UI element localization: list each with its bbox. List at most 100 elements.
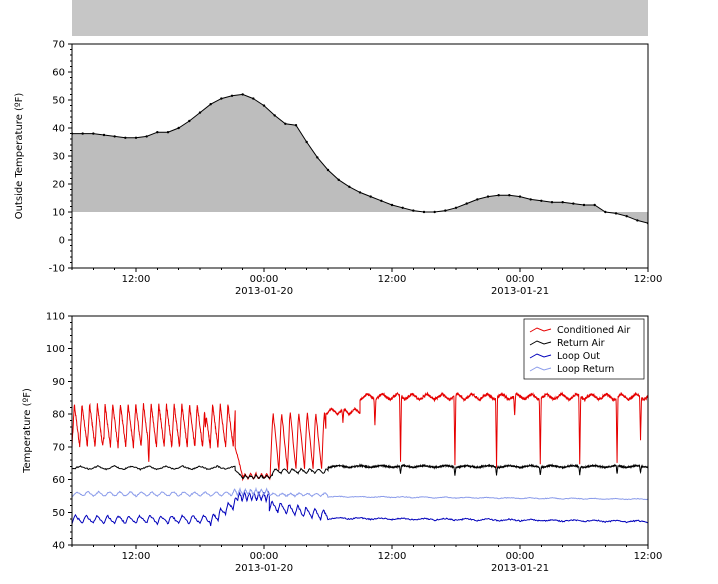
data-point-marker — [188, 119, 191, 123]
legend-swatch-return-air — [529, 340, 552, 346]
data-point-marker — [582, 203, 586, 207]
series-conditioned-air — [72, 391, 648, 482]
data-point-marker — [316, 156, 319, 159]
y-tick-label: 90 — [52, 377, 65, 388]
data-point-marker — [241, 93, 244, 96]
data-point-marker — [625, 215, 628, 218]
data-point-marker — [465, 202, 468, 205]
data-point-marker — [401, 206, 404, 209]
y-tick-label: 40 — [52, 124, 65, 135]
data-point-marker — [486, 195, 490, 198]
data-point-marker — [177, 126, 180, 130]
x-tick-label: 12:00 — [378, 551, 407, 562]
data-point-marker — [230, 94, 234, 98]
data-point-marker — [529, 198, 532, 201]
x-date-label: 2013-01-20 — [235, 563, 293, 574]
data-point-marker — [284, 122, 287, 126]
y-tick-label: 0 — [59, 236, 65, 247]
series-loop-out — [72, 490, 648, 527]
data-point-marker — [476, 198, 479, 201]
data-point-marker — [198, 111, 202, 114]
data-point-marker — [102, 133, 106, 137]
data-point-marker — [262, 104, 266, 107]
x-tick-label: 12:00 — [122, 274, 151, 285]
data-point-marker — [508, 194, 511, 197]
x-date-label: 2013-01-21 — [491, 286, 549, 297]
outside-temperature-ylabel: Outside Temperature (ºF) — [14, 93, 25, 220]
data-point-marker — [497, 194, 500, 197]
series-loop-return — [72, 486, 648, 501]
y-tick-label: 60 — [52, 475, 65, 486]
data-point-marker — [134, 136, 138, 139]
x-tick-label: 12:00 — [122, 551, 151, 562]
data-point-marker — [561, 201, 564, 204]
data-point-marker — [273, 114, 276, 117]
data-point-marker — [92, 132, 95, 135]
data-point-marker — [593, 203, 596, 207]
legend-swatch-loop-out — [529, 353, 552, 359]
x-tick-label: 12:00 — [378, 274, 407, 285]
data-point-marker — [252, 97, 255, 100]
x-tick-label: 00:00 — [250, 551, 279, 562]
data-point-marker — [422, 210, 426, 214]
y-tick-label: 60 — [52, 68, 65, 79]
loop-temperatures-series-group — [72, 391, 648, 527]
data-point-marker — [614, 212, 618, 215]
outside-temperature-fill — [72, 94, 648, 224]
data-point-marker — [326, 168, 330, 172]
data-point-marker — [348, 185, 351, 188]
loop-temperatures-ylabel: Temperature (ºF) — [22, 388, 33, 474]
x-date-label: 2013-01-20 — [235, 286, 293, 297]
loop-temperatures-plot-frame — [71, 315, 649, 546]
data-point-marker — [81, 132, 84, 135]
data-point-marker — [220, 97, 223, 100]
y-tick-label: 40 — [52, 541, 65, 552]
data-point-marker — [604, 210, 607, 214]
data-point-marker — [636, 219, 639, 222]
data-point-marker — [550, 201, 554, 204]
data-point-marker — [540, 199, 543, 202]
y-tick-label: 50 — [52, 96, 65, 107]
data-point-marker — [209, 103, 212, 106]
legend-label-loop-out: Loop Out — [557, 351, 600, 362]
data-point-marker — [518, 195, 522, 198]
legend-label-conditioned-air: Conditioned Air — [557, 325, 630, 336]
data-point-marker — [145, 135, 148, 138]
x-tick-label: 12:00 — [634, 274, 663, 285]
y-tick-label: 30 — [52, 152, 65, 163]
legend-swatch-loop-return — [529, 366, 552, 372]
legend: Conditioned Air Return Air Loop Out Loop Re… — [523, 318, 645, 380]
data-point-marker — [380, 199, 383, 202]
y-tick-label: 110 — [46, 312, 65, 323]
data-point-marker — [124, 136, 127, 139]
y-tick-label: 10 — [52, 208, 65, 219]
data-point-marker — [294, 124, 298, 127]
data-point-marker — [433, 210, 436, 214]
y-tick-label: 70 — [52, 442, 65, 453]
x-tick-label: 00:00 — [250, 274, 279, 285]
data-point-marker — [454, 206, 458, 209]
data-point-marker — [390, 203, 394, 207]
legend-box — [523, 318, 645, 380]
legend-label-return-air: Return Air — [557, 338, 605, 349]
y-tick-label: 20 — [52, 180, 65, 191]
cropped-plot-above — [72, 0, 648, 36]
data-point-marker — [337, 178, 340, 181]
x-tick-label: 00:00 — [506, 274, 535, 285]
data-point-marker — [572, 202, 575, 205]
y-tick-label: -10 — [49, 264, 65, 275]
data-point-marker — [369, 195, 372, 198]
x-tick-label: 12:00 — [634, 551, 663, 562]
outside-temperature-series-group — [72, 93, 648, 225]
x-tick-label: 00:00 — [506, 551, 535, 562]
data-point-marker — [156, 131, 159, 134]
legend-swatch-conditioned-air — [529, 327, 552, 333]
y-tick-label: 100 — [46, 344, 65, 355]
data-point-marker — [166, 131, 170, 134]
data-point-marker — [358, 191, 362, 194]
x-date-label: 2013-01-21 — [491, 563, 549, 574]
data-point-marker — [412, 209, 415, 212]
